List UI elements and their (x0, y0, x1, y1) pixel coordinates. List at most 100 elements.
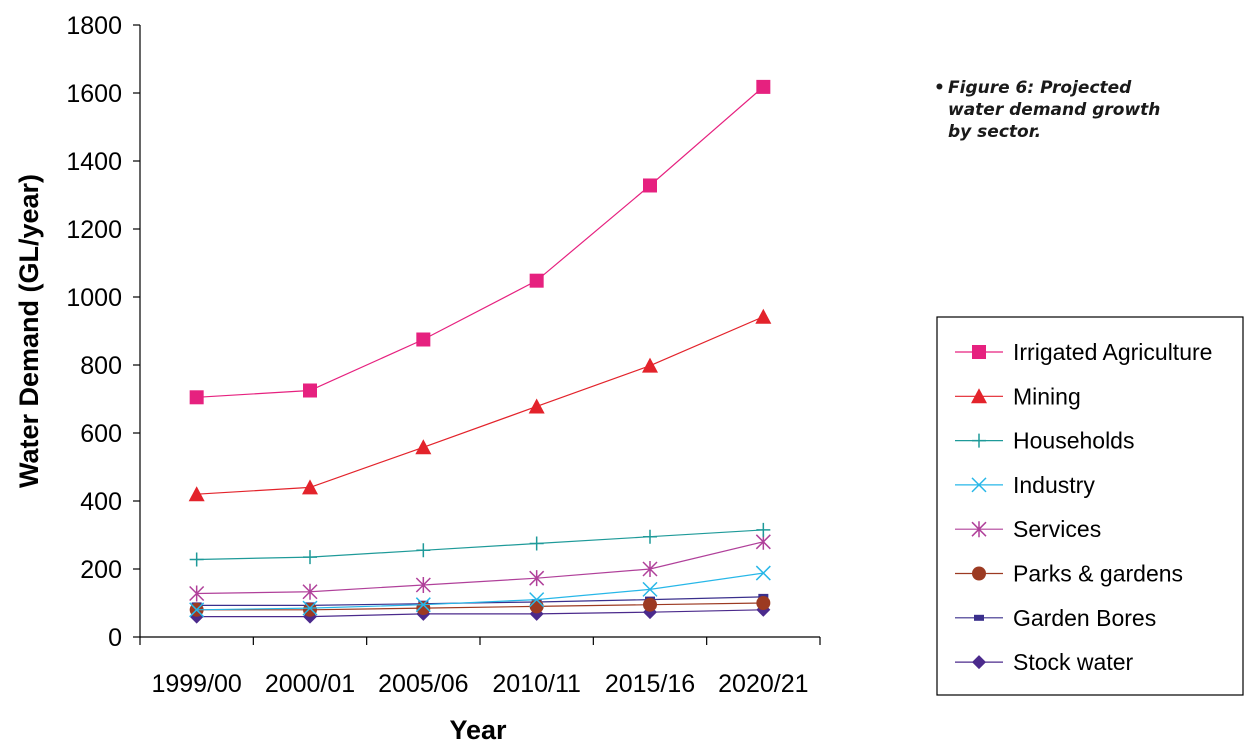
y-tick-label: 1600 (66, 80, 122, 108)
legend-item: Garden Bores (955, 605, 1156, 631)
data-point-households (756, 522, 771, 537)
series-line-mining (196, 316, 764, 495)
data-point-households (643, 529, 657, 544)
data-point-parks-gardens (529, 599, 544, 614)
legend-marker (972, 566, 986, 581)
data-point-services (529, 570, 545, 587)
data-point-industry (415, 597, 431, 613)
series-line-industry (196, 572, 764, 611)
legend-marker (972, 433, 986, 448)
series-households (189, 522, 771, 567)
legend-item: Mining (955, 383, 1081, 409)
series-line-irrigated-agriculture (196, 86, 764, 398)
legend: Irrigated Agriculture Mining Households Ind… (936, 316, 1244, 696)
caption-text: Figure 6: Projected water demand growth … (948, 78, 1161, 142)
y-tick-label: 200 (80, 556, 122, 584)
legend-item: Services (955, 516, 1101, 542)
data-point-households (416, 543, 431, 558)
data-point-irrigated-agriculture (303, 383, 317, 398)
data-point-mining (528, 398, 545, 414)
data-point-parks-gardens (416, 601, 431, 616)
data-point-parks-gardens (303, 602, 317, 617)
data-point-parks-gardens (643, 597, 657, 612)
data-point-mining (188, 486, 205, 502)
data-point-parks-gardens (756, 596, 771, 610)
x-tick-label: 1999/00 (151, 670, 241, 698)
data-point-irrigated-agriculture (643, 178, 657, 193)
series-garden-bores (191, 593, 769, 609)
series-mining (188, 308, 772, 502)
data-point-irrigated-agriculture (416, 332, 431, 347)
legend-item: Irrigated Agriculture (955, 339, 1212, 365)
legend-label: Garden Bores (1013, 605, 1156, 631)
legend-item: Parks & gardens (955, 561, 1183, 587)
y-tick-label: 1400 (66, 148, 122, 176)
series-parks-gardens (189, 596, 771, 617)
data-point-industry (529, 592, 545, 608)
data-point-mining (302, 479, 318, 495)
y-tick-label: 1800 (66, 12, 122, 40)
y-tick-label: 1200 (66, 216, 122, 244)
series-line-services (196, 541, 764, 595)
legend-label: Households (1013, 428, 1134, 454)
data-point-industry (189, 602, 205, 618)
legend-label: Irrigated Agriculture (1013, 339, 1212, 365)
data-point-households (189, 552, 204, 567)
data-point-services (189, 585, 205, 602)
legend-marker (971, 477, 987, 493)
legend-label: Mining (1013, 383, 1081, 409)
data-point-industry (755, 565, 771, 581)
y-ticks: 0 200 400 600 800 1000 1200 1400 1600 1800 (66, 12, 140, 652)
series-line-stock-water (196, 609, 764, 618)
data-point-households (303, 550, 317, 565)
data-point-irrigated-agriculture (529, 273, 544, 288)
data-point-irrigated-agriculture (756, 79, 771, 94)
series-layer (188, 79, 772, 624)
data-point-industry (302, 600, 318, 616)
data-point-households (529, 536, 544, 551)
legend-label: Parks & gardens (1013, 561, 1183, 587)
x-tick-label: 2020/21 (718, 670, 808, 698)
x-tick-label: 2005/06 (378, 670, 468, 698)
data-point-services (302, 583, 318, 600)
y-tick-label: 600 (80, 420, 122, 448)
y-tick-label: 800 (80, 352, 122, 380)
caption-bullet: • (934, 78, 945, 98)
chart-axes (139, 25, 820, 638)
series-services (189, 533, 771, 602)
series-line-households (196, 529, 764, 561)
legend-marker (972, 345, 986, 359)
series-irrigated-agriculture (189, 79, 771, 405)
x-tick-label: 2015/16 (605, 670, 695, 698)
y-tick-label: 400 (80, 488, 122, 516)
x-axis-title: Year (449, 715, 507, 744)
legend-label: Industry (1013, 472, 1095, 498)
legend-marker (971, 388, 987, 404)
legend-item: Households (955, 428, 1134, 454)
legend-item: Stock water (955, 649, 1133, 675)
legend-marker (971, 521, 987, 538)
data-point-mining (755, 308, 772, 324)
legend-label: Services (1013, 516, 1101, 542)
legend-marker (972, 655, 986, 670)
series-industry (189, 565, 771, 618)
data-point-services (642, 561, 658, 577)
data-point-irrigated-agriculture (189, 390, 204, 405)
y-axis-title: Water Demand (GL/year) (14, 174, 44, 488)
figure-caption: • Figure 6: Projected water demand growt… (934, 77, 1164, 143)
data-point-mining (642, 357, 658, 373)
legend-item: Industry (955, 472, 1095, 498)
legend-marker (974, 614, 984, 621)
legend-box (936, 316, 1244, 696)
x-tick-label: 2000/01 (265, 670, 355, 698)
data-point-services (415, 576, 431, 593)
x-ticks: 1999/00 2000/01 2005/06 2010/11 2015/16 2020/… (139, 637, 821, 698)
series-line-parks-gardens (196, 602, 764, 611)
y-tick-label: 0 (108, 624, 122, 652)
y-tick-label: 1000 (66, 284, 122, 312)
series-line-garden-bores (196, 596, 764, 606)
data-point-mining (415, 439, 432, 455)
data-point-industry (642, 581, 658, 597)
legend-label: Stock water (1013, 649, 1133, 675)
